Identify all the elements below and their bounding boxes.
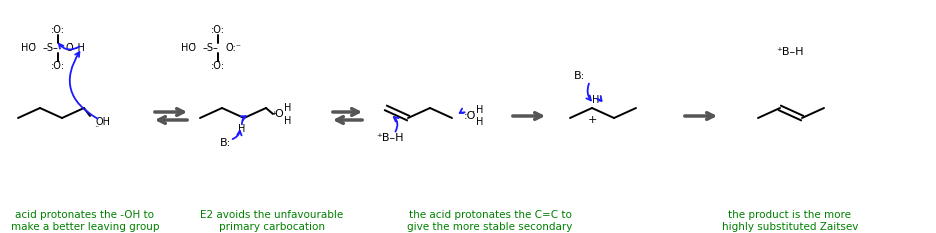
- Text: Ö:⁻: Ö:⁻: [226, 43, 241, 53]
- Text: –S–: –S–: [42, 43, 58, 53]
- Text: :Ö: :Ö: [463, 111, 475, 121]
- Text: ··: ··: [272, 110, 277, 120]
- Text: B:: B:: [220, 138, 231, 148]
- Text: :O:: :O:: [211, 25, 225, 35]
- Text: H: H: [592, 95, 599, 105]
- Text: HÖ: HÖ: [21, 43, 36, 53]
- Text: ⁺B–H: ⁺B–H: [376, 133, 403, 143]
- Text: HÖ: HÖ: [181, 43, 196, 53]
- Text: E2 avoids the unfavourable
primary carbocation: E2 avoids the unfavourable primary carbo…: [200, 210, 344, 232]
- Text: O: O: [274, 109, 283, 119]
- Text: OH: OH: [95, 117, 110, 127]
- Text: –S–: –S–: [202, 43, 218, 53]
- Text: H: H: [284, 116, 291, 126]
- Text: the acid protonates the C=C to
give the more stable secondary
carbocation: the acid protonates the C=C to give the …: [407, 210, 572, 233]
- Text: acid protonates the -OH to
make a better leaving group: acid protonates the -OH to make a better…: [10, 210, 159, 232]
- Text: ⁺B–H: ⁺B–H: [775, 47, 803, 57]
- Text: +: +: [587, 115, 596, 125]
- Text: H: H: [475, 117, 483, 127]
- Text: :Ö:: :Ö:: [51, 61, 65, 71]
- Text: ⁺: ⁺: [271, 111, 276, 121]
- Text: :Ö:: :Ö:: [211, 61, 225, 71]
- Text: B:: B:: [574, 71, 585, 81]
- Text: H: H: [475, 105, 483, 115]
- Text: H: H: [238, 124, 245, 134]
- Text: H: H: [284, 103, 291, 113]
- Text: ··: ··: [94, 123, 99, 133]
- Text: Ö–H: Ö–H: [66, 43, 86, 53]
- Text: :O:: :O:: [51, 25, 65, 35]
- Text: the product is the more
highly substituted Zaitsev
alkene: the product is the more highly substitut…: [721, 210, 857, 233]
